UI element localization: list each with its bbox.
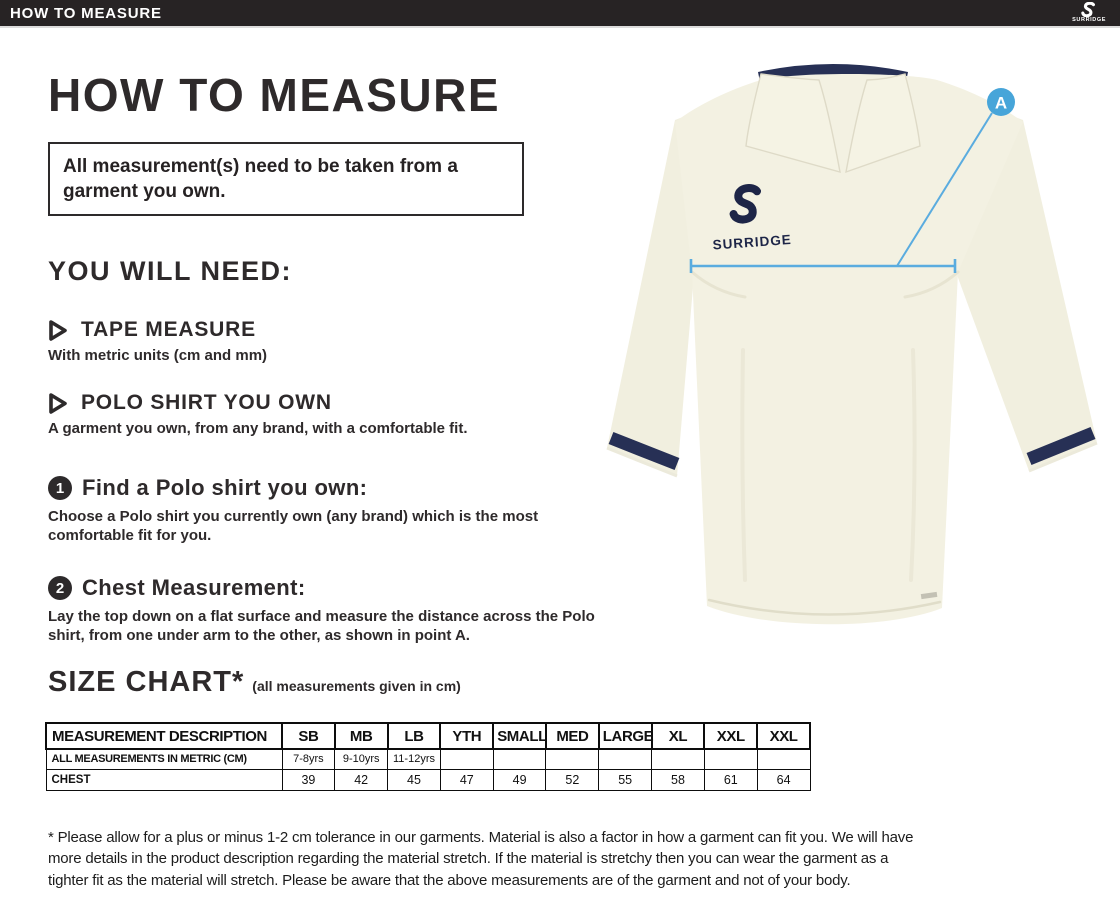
triangle-bullet-icon bbox=[48, 319, 69, 342]
size-chart-table-head: MEASUREMENT DESCRIPTION SB MB LB YTH SMALL MED… bbox=[45, 722, 811, 750]
need-item-tape-measure: TAPE MEASURE bbox=[48, 318, 256, 342]
size-chart-table-body: ALL MEASUREMENTS IN METRIC (CM) 7-8yrs 9-1… bbox=[45, 748, 811, 791]
step-2-header: 2 Chest Measurement: bbox=[48, 575, 306, 601]
point-a-label: A bbox=[995, 94, 1007, 113]
size-chart-cell: 11-12yrs bbox=[387, 748, 441, 770]
size-chart-heading: SIZE CHART* (all measurements given in c… bbox=[48, 666, 461, 699]
size-chart-cell: 42 bbox=[334, 768, 389, 791]
size-chart-cell: 58 bbox=[651, 768, 705, 791]
you-will-need-heading: YOU WILL NEED: bbox=[48, 256, 293, 286]
size-chart-row-label: ALL MEASUREMENTS IN METRIC (CM) bbox=[45, 748, 283, 770]
measurement-overlay: A bbox=[689, 88, 1015, 273]
size-chart-cell: 7-8yrs bbox=[281, 748, 336, 770]
size-chart-cell: 64 bbox=[756, 768, 811, 791]
size-chart-cell: 61 bbox=[703, 768, 758, 791]
size-chart-header-cell: LARGE bbox=[597, 722, 654, 750]
topbar-title: HOW TO MEASURE bbox=[10, 4, 162, 22]
size-chart-header-cell: LB bbox=[386, 722, 442, 750]
shirt-body bbox=[675, 74, 1023, 625]
size-chart-cell: 9-10yrs bbox=[334, 748, 389, 770]
page-title: HOW TO MEASURE bbox=[48, 69, 501, 121]
size-chart-cell: 45 bbox=[387, 768, 441, 791]
step-1-description: Choose a Polo shirt you currently own (a… bbox=[48, 508, 539, 545]
size-chart-cell: 55 bbox=[598, 768, 653, 791]
size-chart-cell: 49 bbox=[492, 768, 547, 791]
size-chart-cell: 47 bbox=[439, 768, 494, 791]
size-chart-cell bbox=[703, 748, 758, 770]
step-title: Chest Measurement: bbox=[82, 575, 306, 600]
polo-shirt-figure: SURRIDGE A bbox=[593, 50, 1115, 642]
collar-flaps bbox=[745, 73, 921, 174]
measurement-note-box: All measurement(s) need to be taken from… bbox=[48, 142, 524, 217]
size-chart-table: MEASUREMENT DESCRIPTION SB MB LB YTH SMALL MED… bbox=[45, 722, 811, 791]
shirt-shading bbox=[690, 270, 960, 616]
topbar-brand-name: SURRIDGE bbox=[1072, 17, 1106, 24]
chest-logo: SURRIDGE bbox=[712, 184, 792, 253]
size-chart-row-label: CHEST bbox=[45, 768, 283, 791]
size-chart-header-cell: MB bbox=[333, 722, 389, 750]
triangle-bullet-icon bbox=[48, 392, 69, 415]
size-chart-header-cell: MED bbox=[544, 722, 600, 750]
step-number-badge: 2 bbox=[48, 576, 72, 600]
tolerance-footnote: * Please allow for a plus or minus 1-2 c… bbox=[48, 829, 914, 889]
size-chart-cell bbox=[756, 748, 811, 770]
need-item-polo-shirt: POLO SHIRT YOU OWN bbox=[48, 391, 332, 415]
size-chart-header-cell: XL bbox=[650, 722, 706, 750]
need-item-label: POLO SHIRT YOU OWN bbox=[81, 391, 332, 414]
hem-print bbox=[920, 591, 938, 600]
size-chart-header-cell: XXL bbox=[703, 722, 759, 750]
size-chart-cell bbox=[651, 748, 705, 770]
size-chart-subtitle: (all measurements given in cm) bbox=[252, 678, 461, 694]
size-chart-header-cell: SMALL bbox=[492, 722, 547, 750]
size-chart-cell: 39 bbox=[281, 768, 336, 791]
size-chart-cell bbox=[439, 748, 494, 770]
size-chart-header-cell: YTH bbox=[439, 722, 495, 750]
surridge-s-icon bbox=[1081, 2, 1096, 18]
size-chart-cell bbox=[492, 748, 547, 770]
step-number-badge: 1 bbox=[48, 476, 72, 500]
size-chart-header-cell: XXL bbox=[756, 722, 811, 750]
polo-shirt-illustration: SURRIDGE A bbox=[606, 64, 1098, 625]
need-item-description: With metric units (cm and mm) bbox=[48, 347, 268, 364]
size-chart-header-cell: SB bbox=[281, 722, 336, 750]
top-title-bar: HOW TO MEASURE SURRIDGE bbox=[0, 0, 1120, 28]
point-a-marker bbox=[987, 88, 1015, 116]
size-chart-header-cell: MEASUREMENT DESCRIPTION bbox=[45, 722, 283, 750]
need-item-description: A garment you own, from any brand, with … bbox=[48, 420, 468, 437]
size-chart-title: SIZE CHART* bbox=[48, 666, 245, 698]
step-2-description: Lay the top down on a flat surface and m… bbox=[48, 608, 595, 645]
surridge-logo: SURRIDGE bbox=[1072, 2, 1120, 24]
step-title: Find a Polo shirt you own: bbox=[82, 475, 368, 500]
size-chart-cell bbox=[545, 748, 600, 770]
need-item-label: TAPE MEASURE bbox=[81, 318, 256, 341]
size-chart-cell: 52 bbox=[545, 768, 600, 791]
chest-logo-text: SURRIDGE bbox=[712, 232, 792, 252]
step-1-header: 1 Find a Polo shirt you own: bbox=[48, 475, 367, 501]
size-chart-cell bbox=[598, 748, 653, 770]
